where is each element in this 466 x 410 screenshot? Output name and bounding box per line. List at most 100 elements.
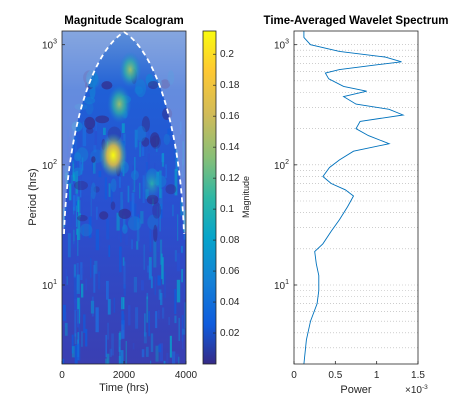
scalogram-texture-streak xyxy=(113,297,116,313)
scalogram-texture-streak xyxy=(78,319,80,341)
scalogram-texture-streak xyxy=(82,121,87,147)
scalogram-texture-streak xyxy=(81,283,84,298)
scalogram-texture-streak xyxy=(132,343,135,350)
scalogram-texture-streak xyxy=(148,311,150,337)
scalogram-texture-streak xyxy=(63,304,66,321)
scalogram-texture-streak xyxy=(78,165,82,189)
scalogram-texture-streak xyxy=(120,350,124,364)
scalogram-texture-streak xyxy=(181,269,183,283)
scalogram-texture-streak xyxy=(71,334,74,354)
scalogram-texture-streak xyxy=(185,348,186,364)
scalogram-texture-streak xyxy=(94,260,98,274)
scalogram-texture-blob xyxy=(74,180,88,191)
scalogram-texture-streak xyxy=(93,157,96,174)
scalogram-texture-streak xyxy=(176,353,179,362)
colorbar-label: Magnitude xyxy=(241,176,251,218)
scalogram-texture-blob xyxy=(93,186,100,193)
scalogram-texture-streak xyxy=(105,334,107,358)
scalogram-texture-streak xyxy=(74,310,77,337)
scalogram-texture-streak xyxy=(163,168,166,176)
scalogram-texture-streak xyxy=(75,170,79,194)
scalogram-texture-streak xyxy=(73,206,75,215)
scalogram-texture-streak xyxy=(175,149,179,172)
scalogram-texture-streak xyxy=(150,360,152,364)
scalogram-texture-streak xyxy=(105,358,108,364)
scalogram-texture-streak xyxy=(129,201,133,211)
scalogram-texture-streak xyxy=(182,328,186,335)
scalogram-texture-streak xyxy=(73,241,76,248)
scalogram-texture-streak xyxy=(77,309,79,328)
scalogram-texture-streak xyxy=(180,200,183,216)
scalogram-texture-streak xyxy=(92,161,94,171)
spectrum-y-tick-label: 102 xyxy=(274,159,289,172)
scalogram-texture-streak xyxy=(174,315,177,324)
scalogram-texture-streak xyxy=(121,210,123,230)
scalogram-texture-streak xyxy=(111,186,113,206)
scalogram-hotspot xyxy=(99,133,128,178)
scalogram-texture-streak xyxy=(182,164,184,173)
scalogram-texture-streak xyxy=(178,317,180,341)
scalogram-texture-blob xyxy=(122,224,128,234)
scalogram-texture-streak xyxy=(173,146,176,162)
scalogram-hotspot xyxy=(141,167,162,200)
scalogram-texture-streak xyxy=(182,159,184,178)
scalogram-texture-blob xyxy=(95,115,110,124)
scalogram-texture-streak xyxy=(77,215,81,240)
scalogram-texture-streak xyxy=(62,239,63,256)
scalogram-texture-streak xyxy=(139,182,141,199)
scalogram-texture-streak xyxy=(132,165,134,190)
scalogram-y-label: Period (hrs) xyxy=(27,168,39,225)
scalogram-texture-streak xyxy=(159,239,163,265)
scalogram-texture-streak xyxy=(184,302,186,329)
spectrum-x-label: Power xyxy=(340,384,372,396)
scalogram-texture-streak xyxy=(64,312,67,328)
scalogram-texture-blob xyxy=(165,184,177,195)
scalogram-texture-streak xyxy=(85,328,88,347)
scalogram-texture-streak xyxy=(96,206,98,220)
spectrum-title: Time-Averaged Wavelet Spectrum xyxy=(264,15,449,27)
scalogram-texture-streak xyxy=(134,129,138,148)
scalogram-texture-blob xyxy=(118,208,131,219)
scalogram-texture-streak xyxy=(133,277,137,293)
scalogram-texture-streak xyxy=(127,185,130,203)
scalogram-texture-streak xyxy=(122,192,126,200)
scalogram-texture-blob xyxy=(167,70,175,85)
scalogram-texture-streak xyxy=(181,246,183,253)
scalogram-texture-streak xyxy=(148,260,152,280)
scalogram-texture-streak xyxy=(91,180,93,196)
scalogram-texture-streak xyxy=(62,358,65,364)
scalogram-texture-streak xyxy=(159,188,163,210)
scalogram-texture-streak xyxy=(157,275,161,286)
scalogram-texture-streak xyxy=(88,216,92,238)
scalogram-texture-streak xyxy=(100,235,102,247)
scalogram-texture-streak xyxy=(90,258,92,278)
scalogram-texture-streak xyxy=(121,295,123,320)
scalogram-texture-streak xyxy=(143,244,146,270)
scalogram-texture-streak xyxy=(136,218,140,242)
scalogram-texture-blob xyxy=(160,79,171,89)
spectrum-x-tick-label: 1 xyxy=(374,370,380,381)
scalogram-texture-streak xyxy=(108,183,111,197)
scalogram-texture-streak xyxy=(67,136,70,164)
scalogram-texture-streak xyxy=(90,300,95,314)
scalogram-x-tick-label: 4000 xyxy=(175,370,198,381)
scalogram-texture-streak xyxy=(119,346,121,364)
scalogram-texture-streak xyxy=(181,315,184,342)
scalogram-texture-streak xyxy=(155,345,159,362)
scalogram-texture-streak xyxy=(72,172,76,182)
scalogram-texture-streak xyxy=(93,145,97,153)
scalogram-texture-streak xyxy=(121,123,125,133)
scalogram-texture-streak xyxy=(70,174,73,185)
scalogram-texture-streak xyxy=(81,157,84,171)
cone-outside-shading xyxy=(62,31,186,234)
scalogram-texture-blob xyxy=(101,81,113,90)
scalogram-texture-streak xyxy=(141,349,145,358)
scalogram-texture-streak xyxy=(123,261,126,289)
scalogram-texture-streak xyxy=(147,265,150,273)
scalogram-texture-blob xyxy=(110,201,116,210)
scalogram-texture-streak xyxy=(162,307,165,319)
scalogram-texture-streak xyxy=(125,340,127,364)
colorbar xyxy=(202,30,217,365)
scalogram-texture-streak xyxy=(172,351,176,364)
scalogram-texture-streak xyxy=(108,245,111,257)
